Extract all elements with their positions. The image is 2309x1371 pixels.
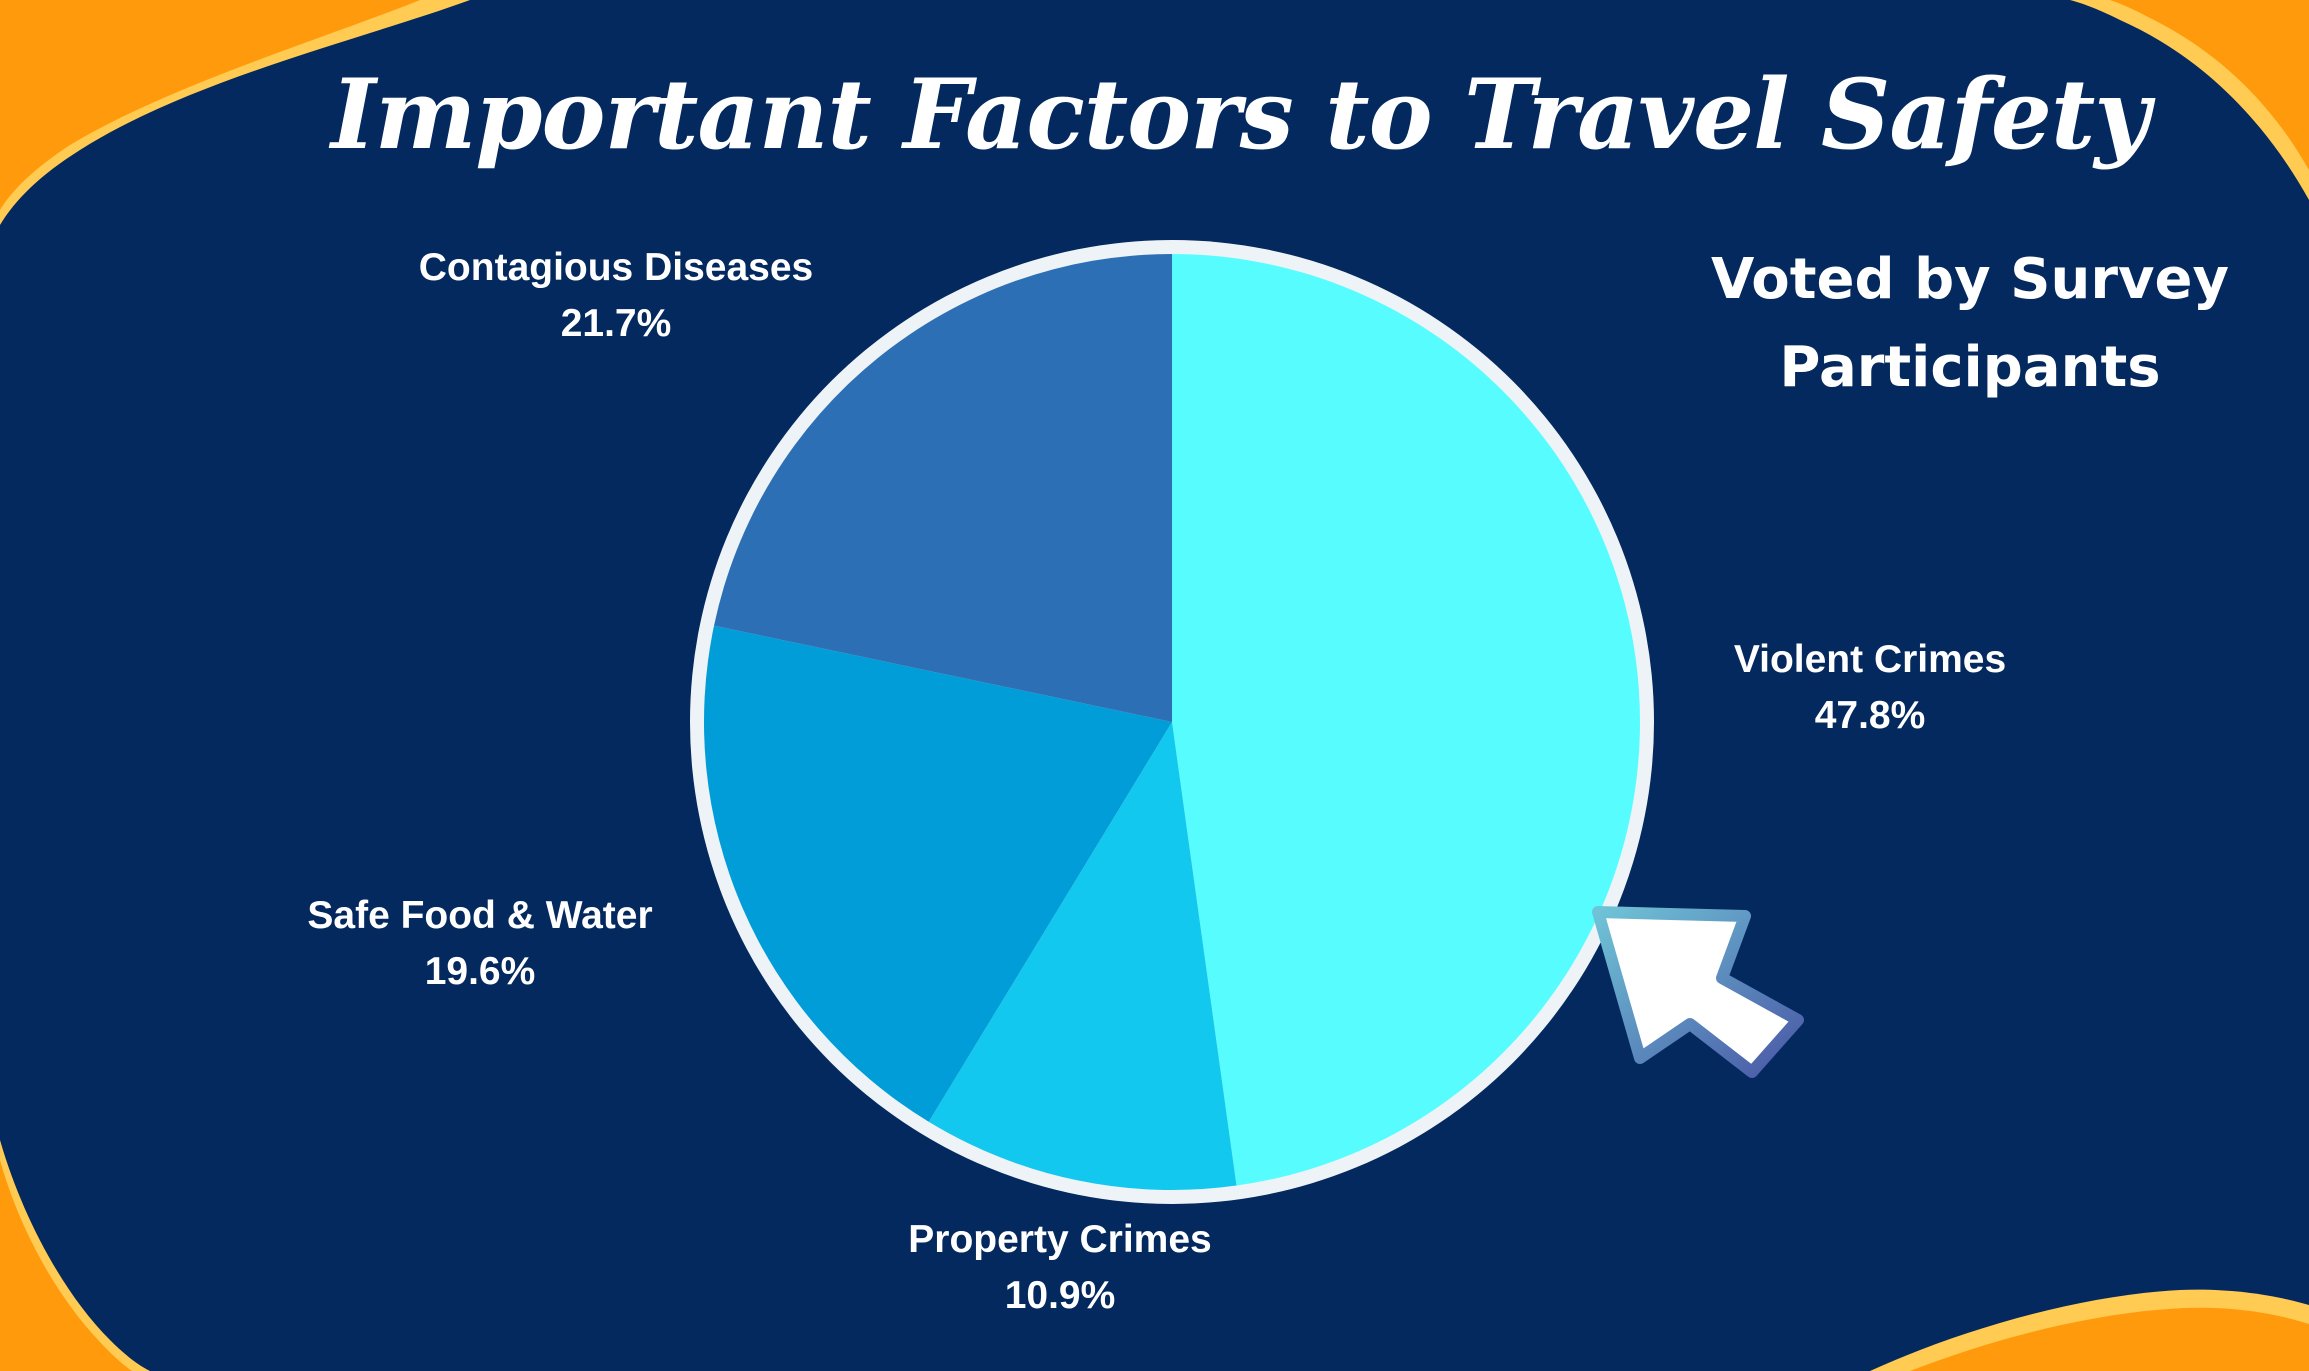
corner-wave-bottom-left-inner — [0, 1160, 132, 1371]
pie-slices — [690, 240, 1654, 1204]
slice-label-name: Contagious Diseases — [418, 246, 814, 289]
pie-slice-safe-food-water — [703, 625, 1172, 1122]
pie-slice-contagious-diseases — [714, 254, 1172, 722]
slice-label-name: Violent Crimes — [1733, 638, 2007, 681]
slice-label-safe-food-water: Safe Food & Water 19.6% — [200, 888, 760, 1000]
slice-label-value: 10.9% — [1004, 1274, 1116, 1317]
slice-label-value: 21.7% — [560, 302, 672, 345]
corner-wave-bottom-right-inner — [1910, 1307, 2309, 1371]
pie-slice-violent-crimes — [1172, 254, 1640, 1186]
slice-label-value: 19.6% — [424, 950, 536, 993]
corner-wave-top-left-inner — [0, 0, 420, 210]
pointer-arrow-shape — [1592, 906, 1804, 1078]
slice-label-name: Property Crimes — [908, 1218, 1212, 1261]
slice-label-contagious-diseases: Contagious Diseases 21.7% — [336, 240, 896, 352]
chart-subtitle: Voted by Survey Participants — [1711, 247, 2229, 400]
corner-wave-top-right-inner — [2110, 0, 2309, 170]
slice-label-violent-crimes: Violent Crimes 47.8% — [1590, 632, 2150, 744]
chart-title: Important Factors to Travel Safety — [330, 58, 2150, 171]
pie-slice-property-crimes — [928, 722, 1237, 1190]
slice-label-property-crimes: Property Crimes 10.9% — [780, 1212, 1340, 1324]
slice-label-value: 47.8% — [1814, 694, 1926, 737]
slice-label-name: Safe Food & Water — [307, 894, 653, 937]
